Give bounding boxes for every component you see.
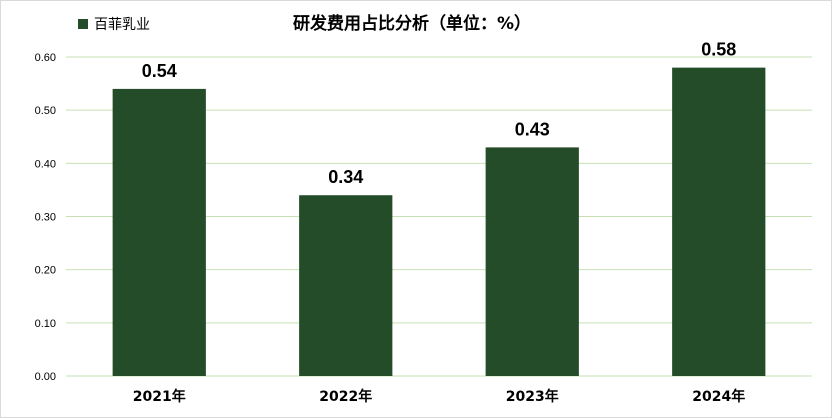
bar: [485, 147, 579, 376]
bar: [299, 195, 393, 376]
data-label: 0.43: [515, 119, 550, 139]
x-tick-label: 2021年: [133, 388, 186, 405]
legend: 百菲乳业: [78, 17, 150, 33]
bar: [672, 67, 766, 376]
y-tick-label: 0.50: [35, 105, 56, 117]
y-tick-label: 0.30: [35, 212, 56, 224]
y-tick-label: 0.60: [35, 52, 56, 64]
y-tick-label: 0.40: [35, 158, 56, 170]
x-axis-tick-labels: 2021年 2022年 2023年 2024年: [133, 388, 745, 405]
x-tick-label: 2023年: [506, 388, 559, 405]
data-label: 0.34: [328, 167, 363, 187]
legend-swatch: [78, 19, 88, 29]
bar: [112, 88, 206, 377]
y-axis-tick-labels: 0.00 0.10 0.20 0.30 0.40 0.50 0.60: [35, 52, 56, 383]
y-tick-label: 0.20: [35, 265, 56, 277]
data-label: 0.54: [142, 61, 177, 81]
bars: [112, 67, 766, 377]
chart-title: 研发费用占比分析（单位：%）: [293, 13, 531, 34]
x-tick-label: 2022年: [319, 388, 372, 405]
data-labels: 0.54 0.34 0.43 0.58: [142, 40, 737, 188]
y-tick-label: 0.00: [35, 371, 56, 383]
legend-label: 百菲乳业: [94, 17, 150, 33]
x-tick-label: 2024年: [692, 388, 745, 405]
data-label: 0.58: [701, 40, 736, 60]
y-tick-label: 0.10: [35, 318, 56, 330]
